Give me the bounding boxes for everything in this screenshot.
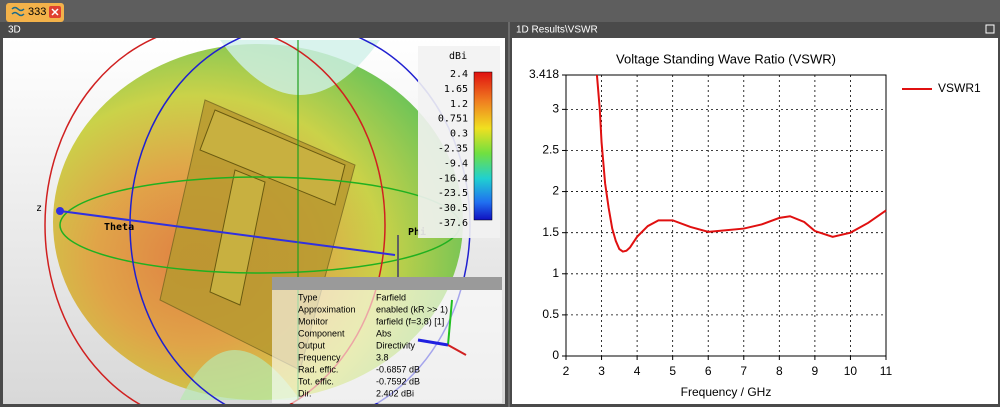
- y-tick-label: 1.5: [542, 225, 559, 239]
- x-tick-label: 11: [880, 364, 893, 378]
- colorbar-label: -9.4: [444, 158, 468, 169]
- theta-circle: [44, 38, 386, 404]
- info-key: Output: [298, 340, 326, 350]
- colorbar-label: -2.35: [438, 144, 468, 155]
- colorbar-unit: dBi: [449, 51, 467, 62]
- axis-label: Theta: [104, 222, 134, 233]
- colorbar-label: 0.3: [450, 129, 468, 140]
- antenna-patch: [199, 109, 346, 206]
- info-key: Monitor: [298, 316, 328, 326]
- z-axis: [59, 210, 396, 256]
- info-header: [272, 277, 502, 290]
- tab-label: 333: [28, 6, 46, 18]
- axes-triad: [417, 299, 467, 356]
- y-tick-label: 2.5: [542, 143, 559, 157]
- info-value: farfield (f=3.8) [1]: [376, 316, 444, 326]
- info-key: Approximation: [298, 304, 356, 314]
- plot-frame: [565, 74, 887, 357]
- info-key: Dir.: [298, 388, 312, 398]
- chart-title: Voltage Standing Wave Ratio (VSWR): [616, 51, 836, 66]
- data-line: [595, 74, 887, 253]
- pattern-funnel: [180, 350, 300, 400]
- chart-background: [512, 38, 998, 404]
- colorbar-label: -23.5: [438, 188, 468, 199]
- colorbar-label: 2.4: [450, 69, 468, 80]
- colorbar-label: -30.5: [438, 203, 468, 214]
- x-tick-label: 2: [563, 364, 570, 378]
- axis-label: z: [36, 203, 42, 214]
- x-tick-label: 6: [705, 364, 712, 378]
- info-key: Tot. effic.: [298, 376, 334, 386]
- info-value: 2.402 dBi: [376, 388, 414, 398]
- panel-title: 1D Results\VSWR: [516, 25, 598, 36]
- info-value: Farfield: [376, 292, 406, 302]
- antenna-feed: [209, 169, 266, 306]
- info-key: Component: [298, 328, 345, 338]
- legend-label: VSWR1: [938, 81, 981, 95]
- colorbar-label: 0.751: [438, 114, 468, 125]
- y-tick-label: 3: [552, 102, 559, 116]
- x-tick-label: 4: [634, 364, 641, 378]
- colorbar: [473, 71, 493, 221]
- colorbar-label: -37.6: [438, 218, 468, 229]
- y-tick-label: 2: [552, 184, 559, 198]
- maximize-button[interactable]: [985, 24, 995, 34]
- x-tick-label: 3: [598, 364, 605, 378]
- colorbar-label: -16.4: [438, 173, 468, 184]
- info-value: -0.7592 dB: [376, 376, 420, 386]
- x-tick-label: 9: [812, 364, 819, 378]
- colorbar-label: 1.65: [444, 84, 468, 95]
- x-axis-title: Frequency / GHz: [681, 385, 772, 399]
- panel-title: 3D: [8, 25, 21, 36]
- colorbar-label: 1.2: [450, 99, 468, 110]
- info-value: 3.8: [376, 352, 389, 362]
- info-key: Rad. effic.: [298, 364, 338, 374]
- y-tick-label: 0.5: [542, 307, 559, 321]
- info-value: enabled (kR >> 1): [376, 304, 448, 314]
- info-value: -0.6857 dB: [376, 364, 420, 374]
- x-tick-label: 5: [669, 364, 676, 378]
- y-tick-label: 1: [552, 266, 559, 280]
- info-key: Frequency: [298, 352, 341, 362]
- y-tick-label: 3.418: [529, 67, 559, 81]
- info-key: Type: [298, 292, 318, 302]
- pattern-funnel: [220, 40, 380, 95]
- tab-strip: [0, 0, 1000, 22]
- y-tick-label: 0: [552, 348, 559, 362]
- tab-icon: [11, 6, 25, 17]
- x-tick-label: 10: [844, 364, 858, 378]
- info-box: [272, 290, 502, 403]
- info-value: Directivity: [376, 340, 416, 350]
- close-icon: [51, 8, 59, 16]
- z-axis-end: [56, 207, 64, 215]
- info-value: Abs: [376, 328, 392, 338]
- x-tick-label: 8: [776, 364, 783, 378]
- x-tick-label: 7: [740, 364, 747, 378]
